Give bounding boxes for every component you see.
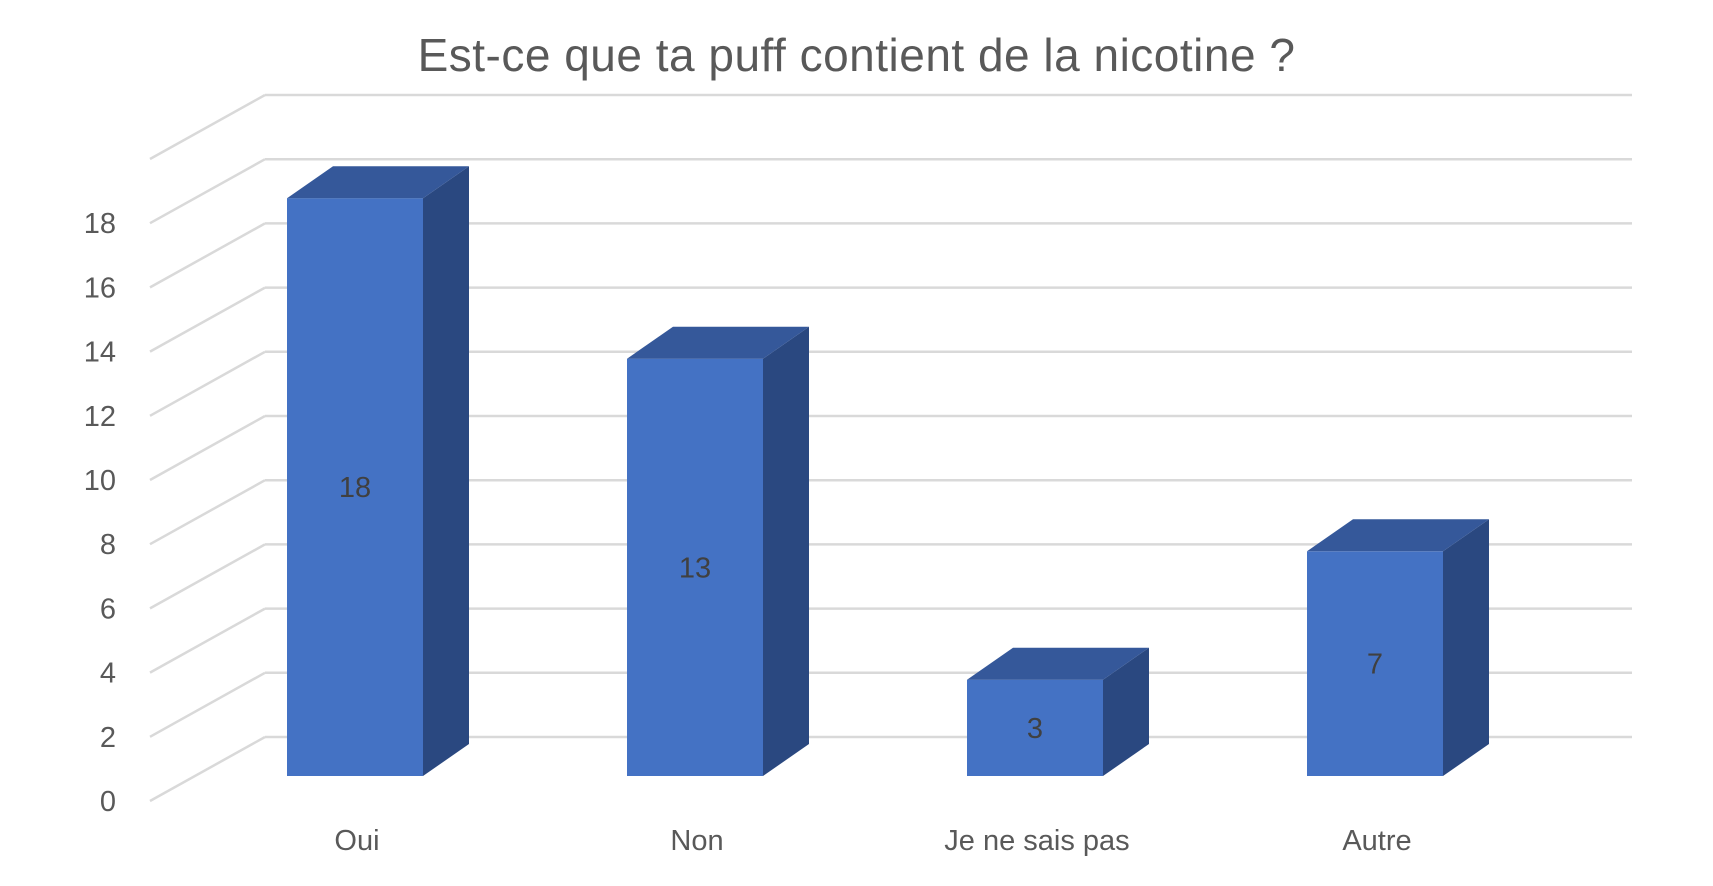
x-category-label: Autre — [1342, 825, 1411, 857]
x-category-label: Non — [670, 825, 723, 857]
bar-front — [287, 198, 423, 776]
x-category-label: Je ne sais pas — [944, 825, 1129, 857]
bar-front — [1307, 551, 1443, 776]
gridline — [149, 157, 1632, 225]
gridline — [149, 414, 1632, 482]
bar-side — [1443, 519, 1489, 776]
bar-side — [423, 166, 469, 776]
gridline — [149, 222, 1632, 289]
x-category-label: Oui — [334, 825, 379, 857]
y-tick-label: 2 — [100, 722, 116, 754]
data-label: 18 — [339, 472, 371, 504]
y-tick-label: 0 — [100, 786, 116, 818]
bar-side — [763, 326, 809, 776]
bar-top — [627, 326, 809, 359]
bar-top — [1307, 519, 1489, 552]
bar-top — [287, 166, 469, 199]
data-label: 7 — [1367, 649, 1383, 681]
bar-top — [967, 647, 1149, 680]
y-tick-label: 12 — [84, 401, 116, 433]
y-tick-label: 10 — [84, 465, 116, 497]
bar: 3 — [967, 647, 1149, 776]
x-axis: Oui Non Je ne sais pas Autre — [334, 825, 1411, 857]
y-tick-label: 18 — [84, 208, 116, 240]
bar-front — [967, 679, 1103, 776]
bar: 7 — [1307, 519, 1489, 776]
y-tick-label: 14 — [84, 337, 116, 369]
gridline — [149, 93, 1632, 161]
bars: 18 13 3 7 — [287, 166, 1489, 776]
y-tick-label: 6 — [100, 593, 116, 625]
chart-title: Est-ce que ta puff contient de la nicoti… — [417, 29, 1296, 81]
gridlines — [149, 93, 1632, 803]
gridline — [149, 478, 1632, 546]
data-label: 13 — [679, 552, 711, 584]
bar: 18 — [287, 166, 469, 776]
data-label: 3 — [1027, 713, 1043, 745]
bar-front — [627, 358, 763, 776]
y-tick-label: 16 — [84, 272, 116, 304]
gridline — [149, 286, 1632, 353]
y-axis: 0 2 4 6 8 10 12 14 16 18 — [84, 208, 116, 818]
gridline — [149, 350, 1632, 417]
y-tick-label: 8 — [100, 529, 116, 561]
bar-side — [1103, 647, 1149, 776]
y-tick-label: 4 — [100, 658, 116, 690]
bar: 13 — [627, 326, 809, 776]
